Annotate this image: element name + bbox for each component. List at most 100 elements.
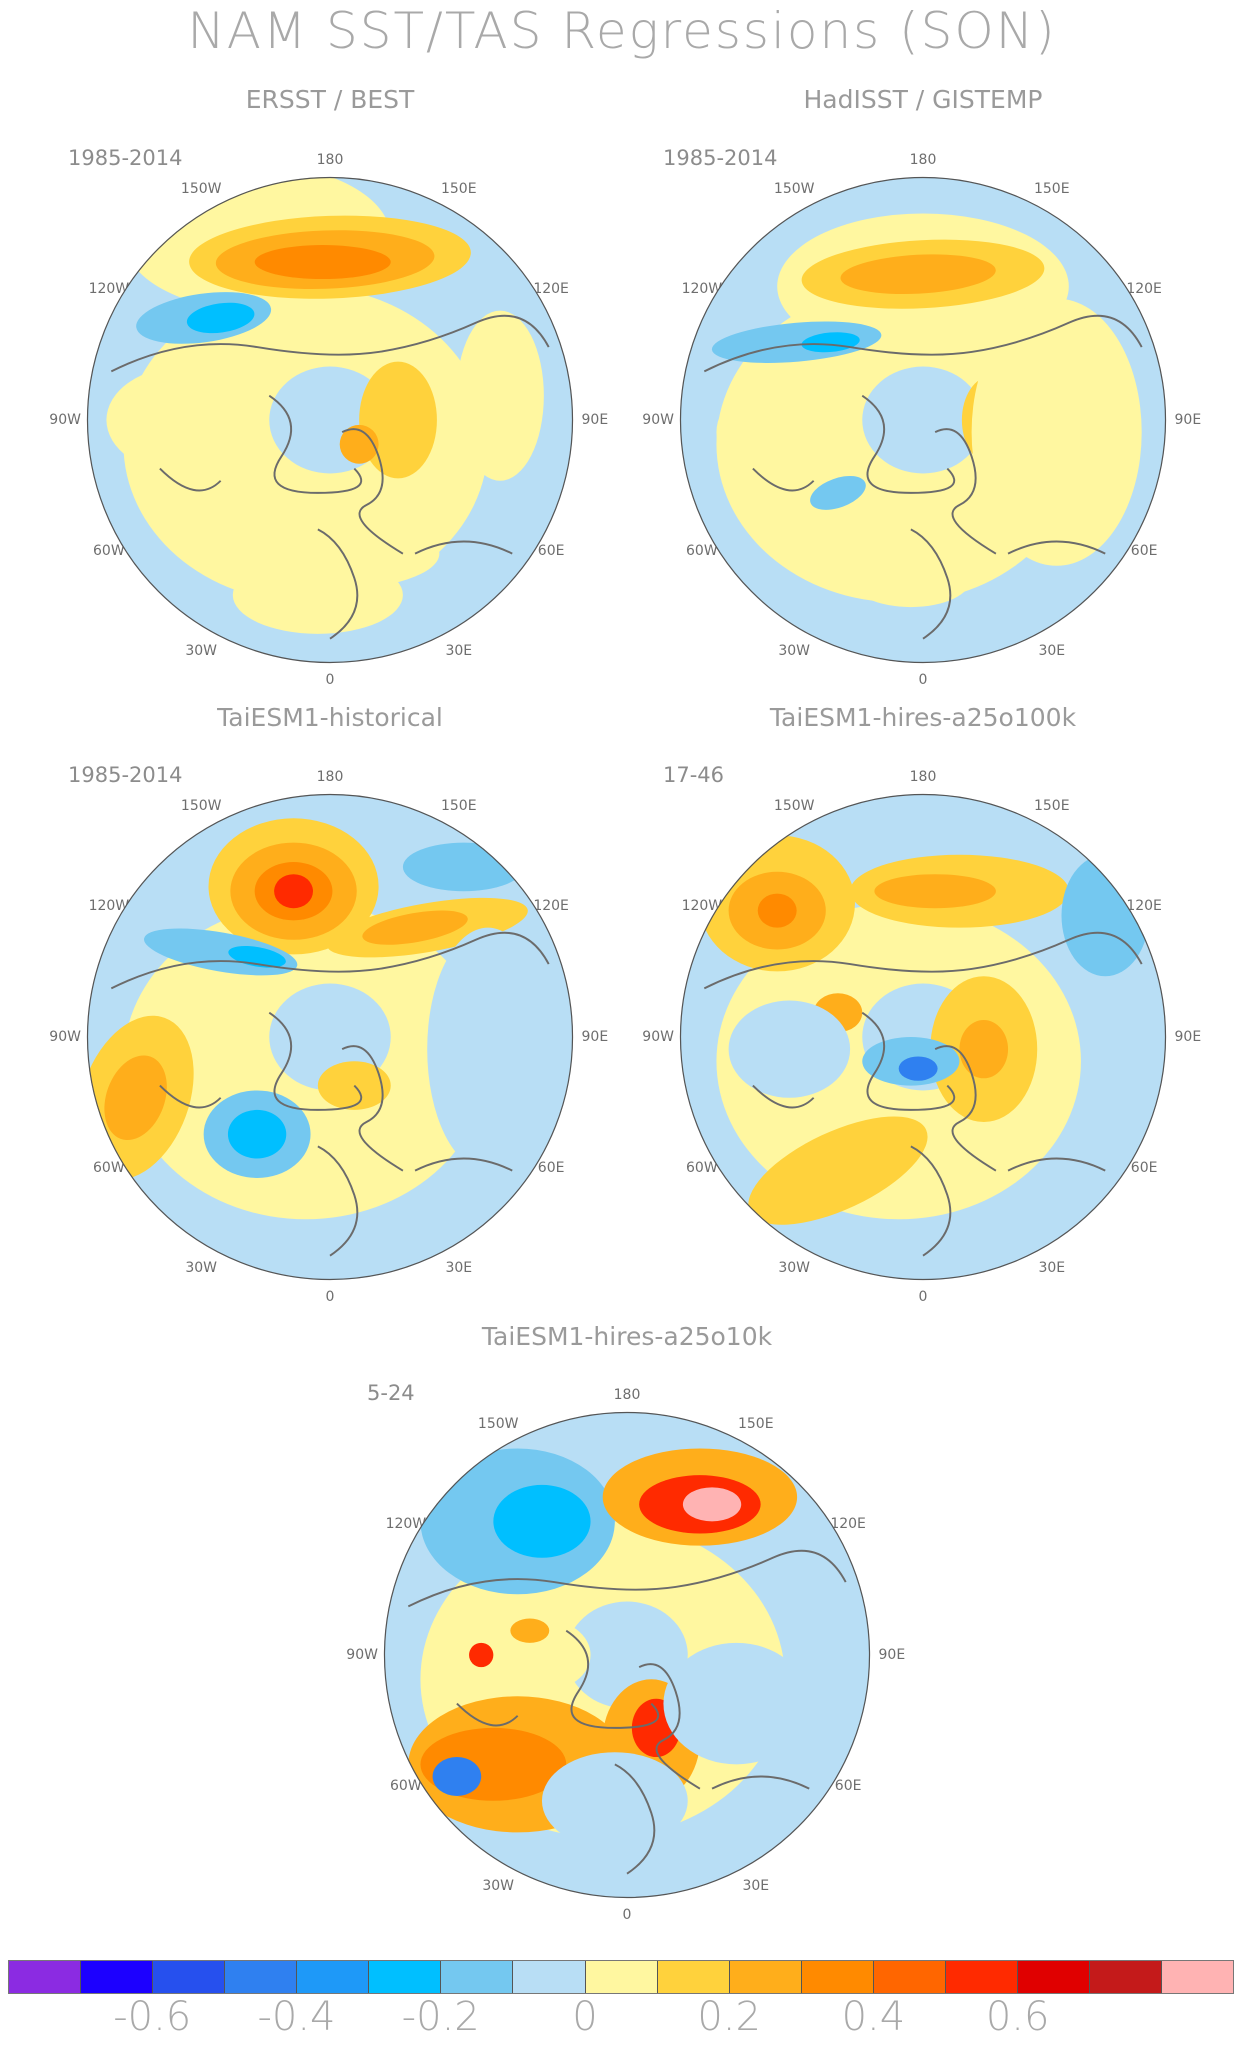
lon-label-bottom: 0: [918, 672, 928, 688]
colorbar-swatch: [369, 1961, 442, 1993]
colorbar-swatch: [441, 1961, 514, 1993]
lon-label-w30: 30W: [778, 1259, 811, 1276]
coastline: [614, 1763, 656, 1875]
coastline: [268, 394, 363, 494]
lon-label-e30: 30E: [742, 1877, 770, 1894]
lon-label-w120: 120W: [88, 897, 130, 914]
lon-label-w30: 30W: [185, 642, 218, 659]
polar-map: [86, 793, 574, 1281]
coastline: [752, 467, 815, 492]
lon-label-w60: 60W: [93, 543, 125, 560]
anomaly-region: [663, 1642, 810, 1765]
lon-label-w30: 30W: [185, 1259, 218, 1276]
anomaly-region: [1061, 854, 1149, 977]
anomaly-region: [874, 874, 996, 909]
coastline: [110, 314, 550, 373]
colorbar-swatch: [1089, 1961, 1162, 1993]
coastline: [414, 1157, 513, 1172]
colorbar-tick-label: 0: [572, 1994, 598, 2040]
coastline: [110, 931, 550, 990]
lon-label-w120: 120W: [681, 280, 723, 297]
coastline: [703, 314, 1143, 373]
lon-label-w90: 90W: [346, 1647, 378, 1663]
colorbar-tick-label: -0.2: [401, 1994, 480, 2040]
colorbar-swatch: [153, 1961, 226, 1993]
lon-label-w120: 120W: [385, 1515, 427, 1532]
lon-label-w150: 150W: [773, 181, 815, 198]
panel-period: 5-24: [367, 1381, 415, 1405]
lon-label-w150: 150W: [773, 798, 815, 815]
lon-label-e90: 90E: [581, 1029, 609, 1045]
lon-label-w90: 90W: [49, 412, 81, 428]
anomaly-region: [959, 1019, 1009, 1079]
anomaly-region: [254, 245, 391, 280]
panel-title: TaiESM1-hires-a25o10k: [481, 1322, 773, 1351]
lon-label-w60: 60W: [686, 1160, 718, 1177]
lon-label-e60: 60E: [1130, 543, 1158, 560]
coastline: [752, 1084, 815, 1109]
lon-label-e120: 120E: [1126, 897, 1162, 914]
coastline: [456, 1702, 519, 1727]
lon-label-w120: 120W: [681, 897, 723, 914]
anomaly-region: [274, 874, 313, 909]
lon-label-w150: 150W: [180, 798, 222, 815]
panel-period: 1985-2014: [663, 146, 778, 170]
lon-label-bottom: 0: [325, 1289, 335, 1305]
coastline: [268, 1011, 363, 1111]
colorbar-swatch: [9, 1961, 82, 1993]
coastline: [407, 1549, 847, 1608]
anomaly-region: [359, 361, 437, 479]
anomaly-region: [510, 1618, 550, 1643]
lon-label-e30: 30E: [445, 642, 473, 659]
anomaly-region: [810, 475, 866, 510]
coastline: [934, 1045, 997, 1172]
lon-label-bottom: 0: [918, 1289, 928, 1305]
anomaly-region: [427, 927, 549, 1171]
anomaly-region: [898, 1056, 938, 1081]
panel-title: TaiESM1-hires-a25o100k: [769, 703, 1077, 732]
lon-label-top: 180: [909, 768, 937, 785]
panel-title: HadISST / GISTEMP: [803, 85, 1043, 114]
colorbar-tick-label: 0.4: [841, 1994, 906, 2040]
polar-map: [383, 1411, 871, 1899]
anomaly-region: [748, 1116, 928, 1225]
polar-map: [679, 176, 1167, 664]
coastline: [565, 1629, 660, 1729]
anomaly-region: [362, 910, 468, 945]
lon-label-top: 180: [316, 768, 344, 785]
coastline: [159, 1084, 222, 1109]
panel-title: ERSST / BEST: [245, 85, 415, 114]
lon-label-top: 180: [909, 151, 937, 168]
lon-label-e90: 90E: [878, 1647, 906, 1663]
coastline: [1007, 1157, 1106, 1172]
lon-label-e60: 60E: [537, 1160, 565, 1177]
lon-label-w150: 150W: [477, 1416, 519, 1433]
lon-label-e60: 60E: [537, 543, 565, 560]
colorbar: [8, 1960, 1234, 1994]
lon-label-bottom: 0: [325, 672, 335, 688]
lon-label-e30: 30E: [1038, 642, 1066, 659]
lon-label-e150: 150E: [440, 798, 477, 815]
colorbar-tick-label: -0.4: [257, 1994, 336, 2040]
colorbar-swatch: [585, 1961, 658, 1993]
coastline: [910, 1145, 952, 1257]
coastline: [910, 528, 952, 640]
anomaly-region: [728, 1000, 851, 1098]
colorbar-swatch: [801, 1961, 874, 1993]
coastline: [317, 528, 359, 640]
anomaly-region: [402, 842, 525, 892]
colorbar-tick-label: 0.6: [985, 1994, 1050, 2040]
lon-label-w120: 120W: [88, 280, 130, 297]
colorbar-swatch: [225, 1961, 298, 1993]
colorbar-tick-label: -0.6: [113, 1994, 192, 2040]
lon-label-e90: 90E: [1174, 1029, 1202, 1045]
lon-label-bottom: 0: [622, 1907, 632, 1923]
lon-label-e150: 150E: [440, 181, 477, 198]
lon-label-w60: 60W: [390, 1778, 422, 1795]
anomaly-region: [232, 556, 403, 634]
lon-label-e120: 120E: [1126, 280, 1162, 297]
colorbar-swatch: [873, 1961, 946, 1993]
coastline: [861, 394, 956, 494]
coastline: [861, 1011, 956, 1111]
coastline: [638, 1663, 701, 1790]
